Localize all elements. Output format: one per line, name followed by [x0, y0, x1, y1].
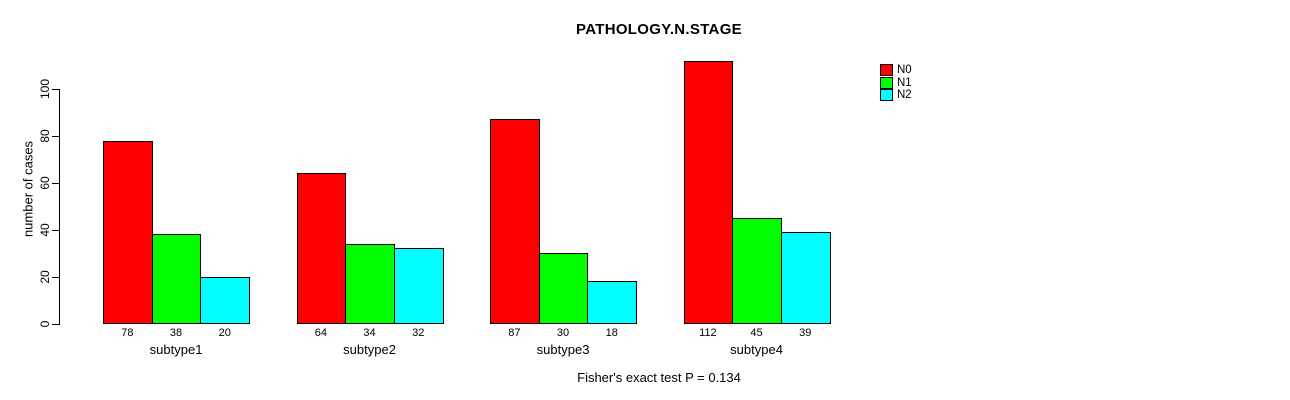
y-axis-tick-label: 60	[38, 176, 52, 190]
legend-label-n1: N1	[897, 76, 912, 89]
bar-n0-subtype3	[490, 119, 540, 325]
x-category-label-subtype4: subtype4	[730, 342, 783, 357]
legend-label-n2: N2	[897, 89, 912, 102]
x-category-label-subtype3: subtype3	[536, 342, 590, 357]
bar-value-label: 20	[218, 327, 231, 339]
legend-swatch-n1	[880, 76, 893, 89]
bar-n1-subtype1	[151, 234, 202, 325]
x-category-label-subtype2: subtype2	[343, 342, 396, 357]
legend-item-n1: N1	[880, 76, 912, 90]
x-category-label-subtype1: subtype1	[149, 342, 203, 357]
y-axis-tick	[52, 135, 59, 137]
y-axis-label: number of cases	[20, 140, 36, 238]
bar-n0-subtype2	[296, 173, 347, 325]
y-axis-tick-label: 0	[38, 320, 52, 327]
bar-value-label: 30	[556, 327, 570, 339]
bar-n2-subtype1	[200, 276, 251, 325]
y-axis-tick	[52, 323, 59, 325]
legend: N0 N1 N2	[880, 64, 912, 102]
bar-value-label: 38	[169, 327, 183, 339]
bar-n2-subtype4	[780, 232, 831, 325]
bar-value-label: 64	[314, 327, 327, 339]
bar-value-label: 32	[412, 327, 425, 339]
bar-value-label: 112	[699, 327, 717, 339]
bar-value-label: 18	[605, 327, 618, 339]
bar-value-label: 87	[508, 327, 521, 339]
bar-value-label: 39	[799, 327, 812, 339]
y-axis-tick-label: 40	[38, 223, 52, 237]
bar-value-label: 34	[363, 327, 376, 339]
y-axis-tick-label: 80	[38, 129, 52, 143]
statistical-test-annotation: Fisher's exact test P = 0.134	[577, 370, 741, 385]
y-axis-tick	[52, 276, 59, 278]
legend-label-n0: N0	[897, 64, 912, 77]
bar-n1-subtype4	[732, 217, 782, 325]
bar-n1-subtype2	[345, 243, 395, 325]
y-axis-tick-label: 100	[38, 78, 52, 100]
legend-item-n2: N2	[880, 89, 912, 102]
bar-n0-subtype1	[103, 140, 153, 325]
y-axis-tick	[52, 182, 59, 184]
legend-swatch-n2	[880, 89, 893, 102]
y-axis-tick	[52, 229, 59, 231]
y-axis-line	[59, 89, 60, 325]
bar-n1-subtype3	[538, 253, 589, 325]
y-axis-tick-label: 20	[38, 269, 52, 284]
chart-title: PATHOLOGY.N.STAGE	[576, 21, 742, 38]
y-axis-tick	[52, 89, 59, 90]
legend-swatch-n0	[880, 64, 893, 77]
bar-value-label: 45	[750, 327, 763, 339]
bar-n2-subtype2	[393, 248, 444, 325]
bar-n2-subtype3	[587, 281, 638, 325]
bar-n0-subtype4	[683, 60, 734, 325]
legend-item-n0: N0	[880, 64, 912, 77]
bar-value-label: 78	[121, 327, 134, 339]
